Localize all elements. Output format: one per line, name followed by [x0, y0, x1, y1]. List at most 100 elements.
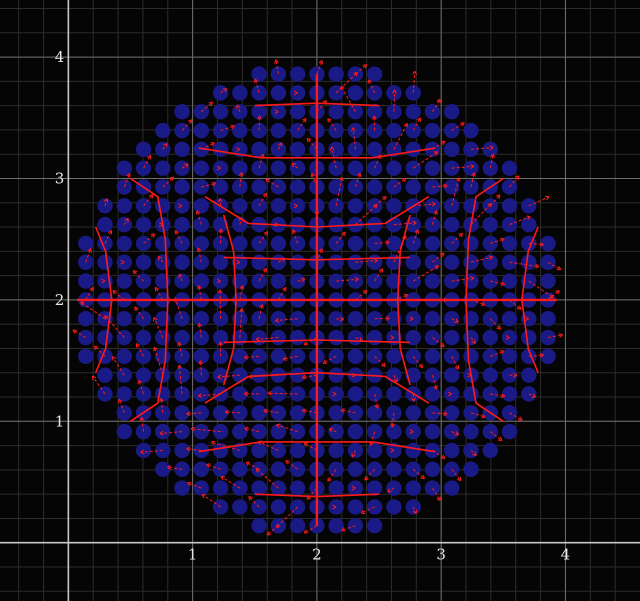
grid-node [540, 273, 556, 289]
field-arrowhead [545, 195, 550, 201]
field-arrowhead [489, 145, 494, 151]
grid-node [251, 405, 267, 421]
field-arrow [341, 525, 356, 531]
field-arrow [277, 287, 287, 301]
field-arrowhead [387, 488, 392, 493]
grid-node [97, 254, 113, 270]
field-arrowhead [385, 316, 390, 321]
grid-node [386, 405, 402, 421]
field-arrow [374, 268, 383, 282]
grid-node [270, 160, 287, 176]
grid-node [366, 103, 383, 120]
field-arrowhead [187, 481, 192, 487]
field-arrowhead [178, 203, 183, 209]
field-arrow [432, 98, 441, 112]
field-arrow [470, 412, 486, 418]
field-arrowhead [518, 416, 523, 421]
field-arrowhead [412, 509, 418, 514]
field-arrowhead [362, 290, 368, 295]
grid-node [251, 254, 267, 270]
grid-node [193, 461, 210, 477]
field-arrowhead [351, 452, 356, 458]
field-arrowhead [431, 201, 436, 207]
field-arrowhead [257, 115, 262, 120]
grid-node [78, 311, 94, 327]
grid-node [501, 198, 518, 214]
grid-node [97, 216, 113, 233]
field-arrow [490, 393, 506, 397]
grid-node [463, 386, 479, 402]
field-arrowhead [497, 436, 503, 442]
grid-node [289, 235, 306, 252]
field-arrowhead [556, 266, 562, 271]
grid-node [251, 235, 267, 252]
field-arrowhead [275, 317, 280, 323]
field-arrowhead [173, 297, 179, 302]
grid-node [405, 348, 421, 365]
field-arrow [112, 356, 125, 376]
grid-node [366, 66, 383, 82]
field-contour [222, 299, 237, 386]
field-arrow [143, 194, 154, 207]
field-arrowhead [310, 172, 316, 178]
field-arrowhead [411, 397, 416, 402]
grid-node [463, 122, 479, 139]
field-arrowhead [80, 301, 85, 306]
field-arrowhead [369, 441, 374, 446]
field-arrow [198, 285, 202, 300]
field-arrow [303, 337, 318, 346]
field-arrow [393, 177, 407, 188]
grid-node [540, 311, 556, 327]
grid-node [251, 179, 267, 195]
field-arrowhead [186, 411, 191, 417]
field-arrow [178, 274, 183, 282]
field-arrow [206, 463, 221, 470]
field-arrow [509, 412, 523, 421]
field-arrowhead [362, 64, 368, 69]
field-arrowhead [327, 117, 332, 123]
field-arrow [143, 155, 151, 169]
field-arrowhead [340, 85, 345, 91]
field-arrow [303, 442, 318, 451]
field-arrowhead [555, 290, 560, 295]
field-arrow [217, 374, 240, 378]
field-arrow [547, 290, 560, 301]
grid-node [289, 367, 306, 383]
field-arrowhead [339, 316, 344, 322]
y-tick-labels: 1 2 3 4 [55, 48, 65, 430]
field-arrowhead [390, 423, 395, 428]
field-arrow [277, 142, 283, 150]
grid-node [463, 461, 479, 477]
grid-node [444, 442, 460, 459]
grid-node [193, 254, 210, 270]
field-arrow [470, 337, 476, 344]
grid-node [174, 179, 190, 195]
field-arrowhead [265, 178, 270, 184]
field-arrow [355, 337, 363, 342]
field-arrow [355, 64, 368, 75]
field-arrowhead [458, 232, 464, 238]
field-arrowhead [253, 78, 259, 83]
grid-node [193, 329, 210, 346]
grid-node [424, 273, 441, 289]
field-arrow [285, 460, 298, 470]
grid-node [232, 198, 248, 214]
field-arrowhead [496, 194, 501, 199]
field-arrow [451, 165, 475, 169]
field-arrow [162, 143, 168, 150]
field-arrowhead [137, 379, 143, 385]
field-arrowhead [436, 98, 441, 104]
field-arrow [374, 355, 386, 368]
field-arrowhead [364, 476, 369, 481]
field-arrow [282, 355, 298, 360]
field-arrowhead [301, 408, 307, 414]
field-arrowhead [360, 509, 366, 514]
field-arrow [431, 210, 438, 225]
field-arrow [158, 256, 164, 263]
field-arrowhead [440, 140, 446, 146]
grid-node [540, 235, 556, 252]
field-arrowhead [190, 426, 195, 432]
field-arrowhead [382, 196, 387, 201]
field-arrow [509, 216, 531, 226]
field-arrowhead [238, 172, 244, 177]
